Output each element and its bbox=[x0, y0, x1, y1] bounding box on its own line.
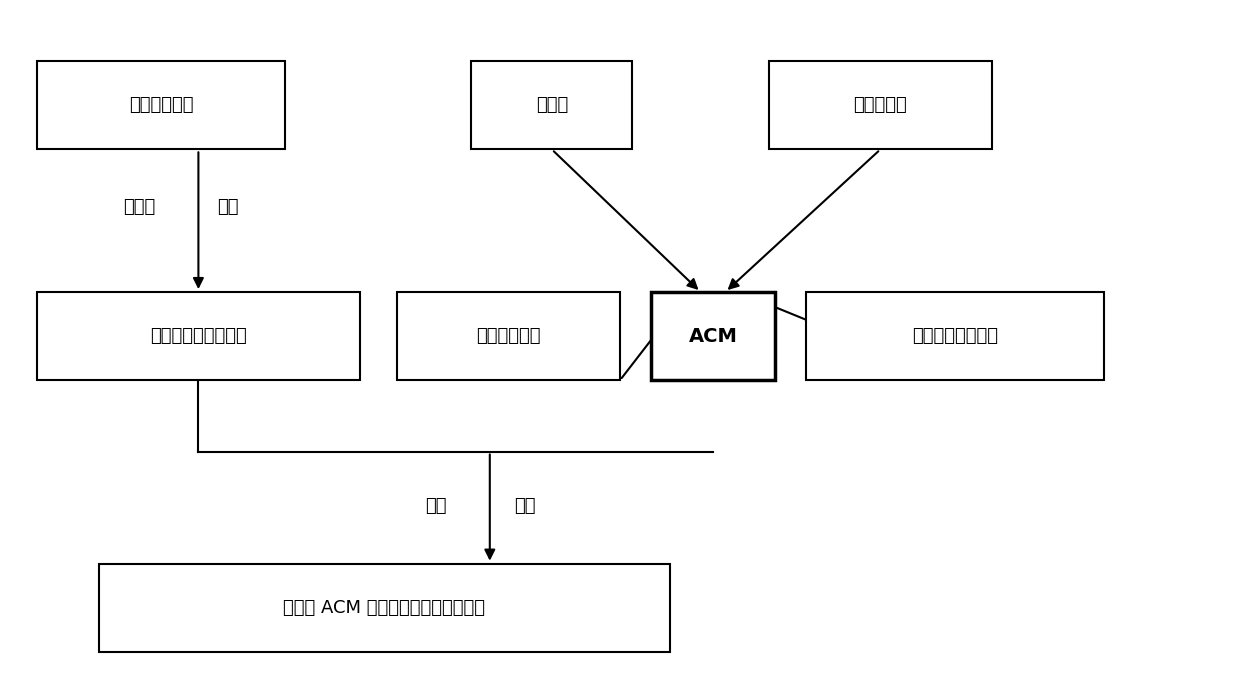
FancyBboxPatch shape bbox=[769, 61, 992, 149]
Text: 硫化: 硫化 bbox=[515, 497, 536, 515]
FancyBboxPatch shape bbox=[99, 564, 670, 652]
Text: 硫化剂及其他助剂: 硫化剂及其他助剂 bbox=[911, 327, 998, 345]
Text: 混炼: 混炼 bbox=[425, 497, 446, 515]
FancyBboxPatch shape bbox=[651, 292, 775, 380]
Text: 受阻酚小分子: 受阻酚小分子 bbox=[476, 327, 541, 345]
Text: 硫化促进剂: 硫化促进剂 bbox=[853, 96, 908, 114]
Text: 干燥: 干燥 bbox=[217, 198, 238, 216]
Text: 防老剂: 防老剂 bbox=[536, 96, 568, 114]
FancyBboxPatch shape bbox=[471, 61, 632, 149]
FancyBboxPatch shape bbox=[397, 292, 620, 380]
FancyBboxPatch shape bbox=[37, 292, 360, 380]
Text: 纳米二氧化硅: 纳米二氧化硅 bbox=[129, 96, 193, 114]
Text: 改性剂: 改性剂 bbox=[123, 198, 155, 216]
FancyBboxPatch shape bbox=[37, 61, 285, 149]
Text: ACM: ACM bbox=[688, 327, 738, 346]
Text: 改性的纳米二氧化硅: 改性的纳米二氧化硅 bbox=[150, 327, 247, 345]
Text: 宽温域 ACM 基纳米二氧化硅阻尼材料: 宽温域 ACM 基纳米二氧化硅阻尼材料 bbox=[284, 599, 485, 617]
FancyBboxPatch shape bbox=[806, 292, 1104, 380]
